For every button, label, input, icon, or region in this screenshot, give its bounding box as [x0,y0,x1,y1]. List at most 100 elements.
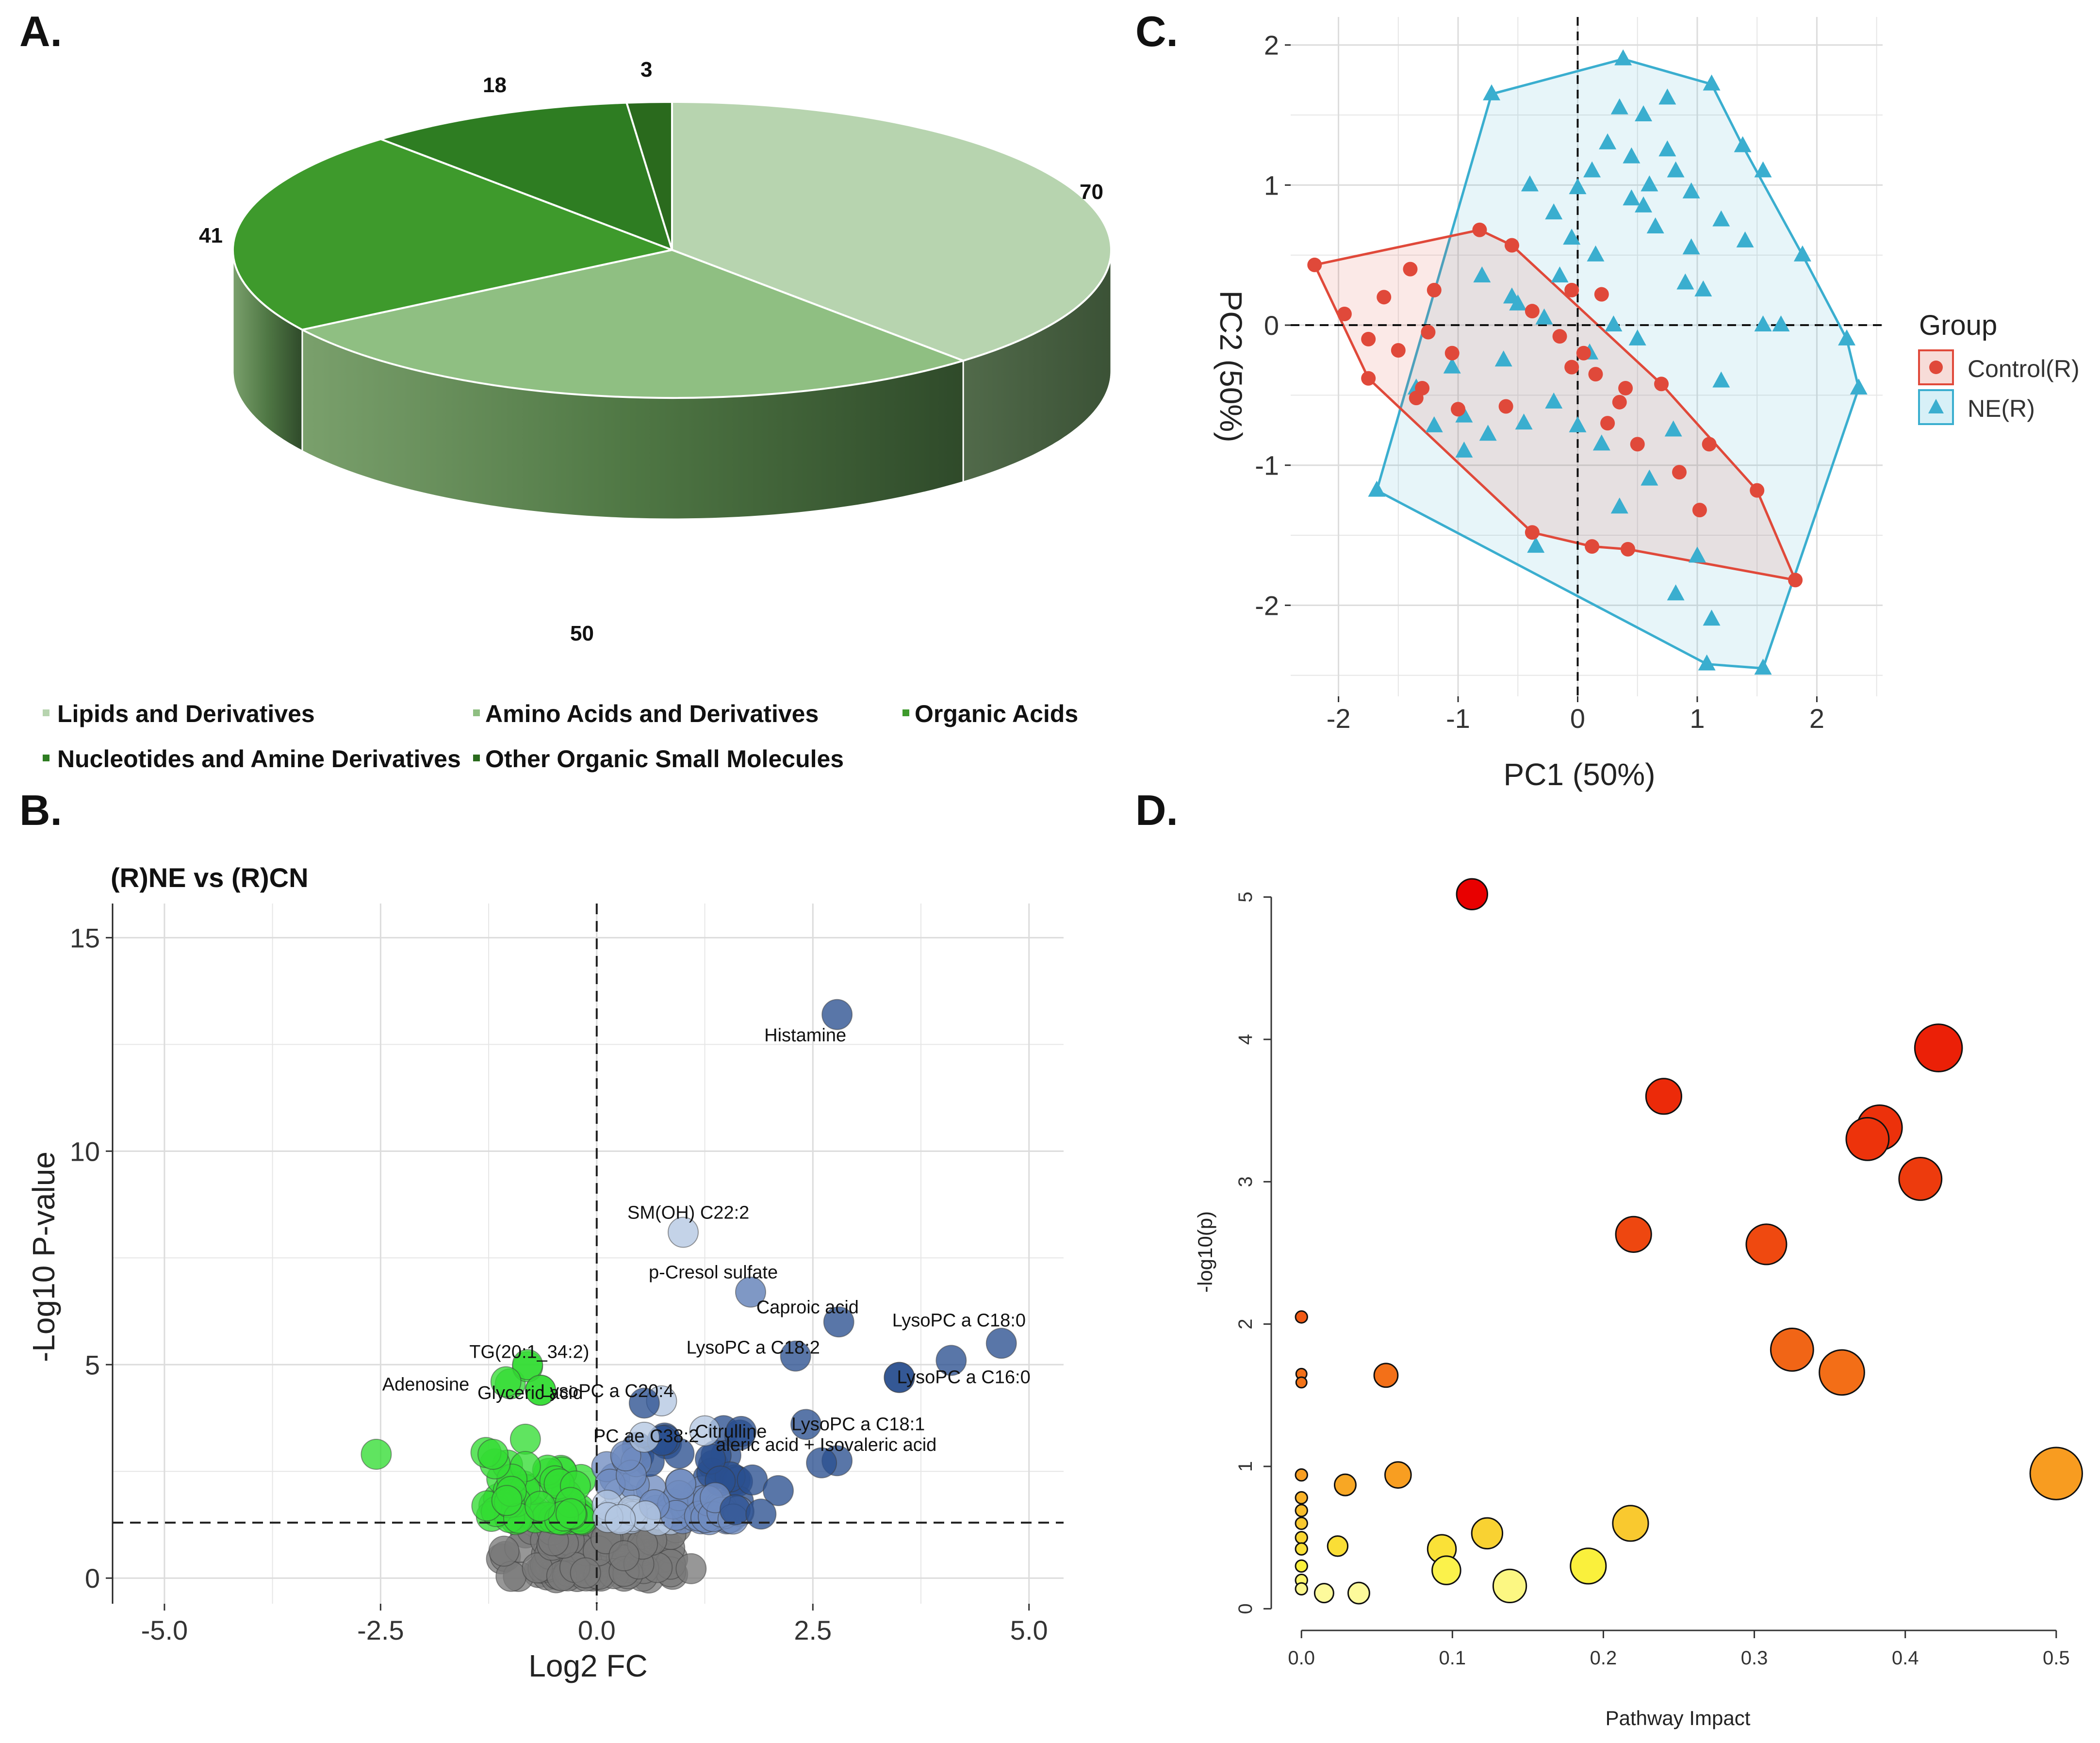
pca-point-ne-14 [1610,98,1628,115]
volcano-point-ns [570,1557,601,1589]
pca-point-ne-42 [1688,546,1706,563]
volcano-point-down [509,1423,541,1455]
pathway-bubble-14 [1471,1517,1504,1550]
volcano-threshold-lines [113,904,1064,1604]
pca-point-ne-25 [1712,371,1730,388]
pca-point-control-7 [1472,222,1487,237]
pca-point-ne-40 [1641,469,1658,486]
volcano-annotation-0: Histamine [764,1025,846,1046]
pca-point-control-21 [1421,325,1436,340]
pca-point-control-12 [1618,380,1633,395]
pie-slice-0 [671,100,1112,362]
pathway-y-tick-label-5: 5 [1235,892,1256,903]
pathway-bubble-0 [2029,1447,2083,1500]
pca-point-ne-50 [1623,189,1641,206]
pathway-y-tick-label-0: 0 [1235,1603,1256,1614]
volcano-annotation-7: LysoPC a C20:4 [540,1381,673,1401]
pathway-bubble-13 [1456,878,1488,911]
volcano-point-labeled-9 [689,1415,721,1447]
pathway-bubble-11 [1570,1547,1607,1585]
volcano-point-down [491,1485,523,1516]
pca-legend-marker-control [1929,361,1943,374]
volcano-y-tick-label-3: 15 [70,922,100,953]
pca-x-tick-label-3: 1 [1690,703,1705,734]
volcano-annotation-8: LysoPC a C18:1 [791,1414,925,1434]
pca-point-control-3 [1391,343,1406,358]
pca-point-control-22 [1451,402,1466,417]
pca-point-control-15 [1788,573,1803,588]
volcano-point-down [361,1439,392,1470]
pca-x-tick-label-2: 0 [1570,703,1585,734]
pca-point-ne-9 [1368,480,1386,497]
pathway-bubble-5 [1898,1157,1943,1201]
legend-label-organic: Organic Acids [915,700,1078,727]
legend-label-lipids: Lipids and Derivatives [57,700,315,727]
volcano-y-tick-label-1: 5 [85,1349,100,1380]
pathway-bubble-12 [1492,1568,1527,1604]
volcano-annotation-6: LysoPC a C16:0 [897,1367,1030,1388]
pca-point-ne-10 [1521,175,1539,192]
legend-label-other: Other Organic Small Molecules [485,745,844,773]
pca-legend-marker-ne [1928,399,1944,413]
pca-point-control-26 [1588,367,1603,382]
pca-point-ne-5 [1838,329,1856,345]
volcano-point-down [477,1439,509,1470]
pca-x-tick-label-1: -1 [1446,703,1470,734]
volcano-point-labeled-14 [525,1375,556,1406]
pca-point-ne-19 [1667,161,1685,178]
pca-point-control-23 [1498,399,1513,414]
volcano-x-tick-label-3: 2.5 [794,1615,832,1645]
volcano-point-labeled-1 [668,1217,699,1248]
legend-item-nucleotides: Nucleotides and Amine Derivatives [43,745,461,773]
pca-point-ne-41 [1664,420,1682,437]
volcano-title: (R)NE vs (R)CN [111,862,309,893]
pca-point-ne-35 [1515,413,1533,430]
volcano-annotation-1: SM(OH) C22:2 [627,1203,749,1223]
volcano-annotation-12: TG(20:1_34:2) [469,1342,589,1362]
pca-point-ne-7 [1754,658,1772,675]
pca-point-ne-33 [1455,441,1473,458]
pathway-bubble-3 [1819,1349,1865,1396]
volcano-x-tick-label-0: -5.0 [141,1615,188,1645]
volcano-point-labeled-5 [780,1340,811,1372]
pca-point-ne-17 [1623,147,1641,164]
pathway-bubble-18 [1373,1363,1399,1388]
legend-swatch-organic [902,709,909,716]
pca-point-ne-4 [1793,245,1811,262]
volcano-point-up-extra-4 [935,1345,967,1376]
volcano-annotation-5: LysoPC a C18:2 [687,1338,820,1358]
pie-side-wall [232,249,1112,520]
legend-label-amino: Amino Acids and Derivatives [485,700,819,727]
pca-point-control-0 [1307,257,1322,272]
pca-point-ne-27 [1587,245,1605,262]
pca-point-control-27 [1612,395,1627,410]
pca-point-ne-3 [1734,136,1752,152]
pca-point-control-32 [1361,331,1376,346]
pca-x-title: PC1 (50%) [1504,757,1656,792]
pca-point-control-28 [1630,437,1645,452]
pca-y-tick-label-0: -2 [1255,590,1279,621]
pca-point-ne-53 [1682,238,1700,255]
volcano-y-tick-label-0: 0 [85,1563,100,1594]
panel-letter-c: C. [1135,7,1178,55]
pca-point-ne-43 [1703,609,1721,626]
pca-point-control-5 [1427,282,1442,297]
pca-point-ne-2 [1703,74,1721,91]
pca-point-ne-48 [1599,133,1617,149]
volcano-point-up [605,1504,636,1535]
pathway-x-tick-label-4: 0.4 [1892,1647,1919,1669]
pie-label-18: 18 [483,73,507,97]
pca-point-ne-39 [1610,497,1628,514]
volcano-point-labeled-8 [790,1409,822,1440]
pathway-bubble-16 [1431,1555,1461,1585]
pca-point-control-17 [1585,539,1600,554]
pca-point-control-35 [1600,416,1615,431]
pca-legend-label-control: Control(R) [1968,355,2080,382]
pathway-y-tick-label-3: 3 [1235,1176,1256,1187]
pca-point-control-13 [1654,377,1669,392]
pie-legend: Lipids and Derivatives Amino Acids and D… [43,700,1078,773]
volcano-points [361,999,1017,1594]
pathway-bubble-23 [1295,1310,1308,1324]
volcano-annotation-4: LysoPC a C18:0 [892,1310,1026,1331]
legend-item-organic: Organic Acids [902,700,1078,727]
